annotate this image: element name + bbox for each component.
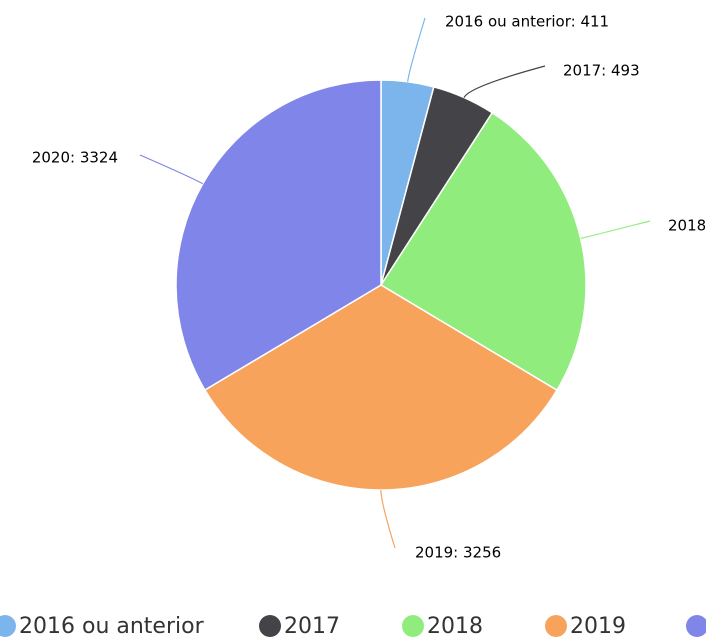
legend-marker[interactable] [545, 615, 567, 637]
legend-marker[interactable] [686, 615, 706, 637]
data-label: 2016 ou anterior: 411 [445, 13, 609, 31]
pie-slice[interactable] [379, 111, 587, 392]
connector [463, 65, 546, 98]
legend-marker[interactable] [0, 615, 16, 637]
connector [139, 154, 204, 185]
legend-marker[interactable] [402, 615, 424, 637]
legend-marker[interactable] [259, 615, 281, 637]
legend-label[interactable]: 2017 [284, 614, 340, 637]
legend-label[interactable]: 2018 [427, 614, 483, 637]
connector [580, 220, 651, 239]
data-label: 2018: 2422 [668, 217, 706, 235]
legend-label[interactable]: 2019 [570, 614, 626, 637]
data-label: 2019: 3256 [415, 544, 501, 562]
data-label: 2020: 3324 [32, 149, 118, 167]
legend-label[interactable]: 2016 ou anterior [19, 614, 205, 637]
connector [380, 489, 396, 549]
connector [407, 17, 426, 82]
data-label: 2017: 493 [563, 62, 640, 80]
pie-slice[interactable] [175, 79, 382, 391]
